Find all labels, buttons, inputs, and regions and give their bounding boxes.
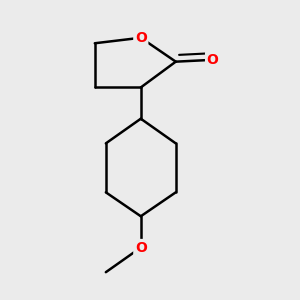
Text: O: O — [207, 53, 218, 67]
Text: O: O — [135, 31, 147, 45]
Text: O: O — [135, 241, 147, 254]
